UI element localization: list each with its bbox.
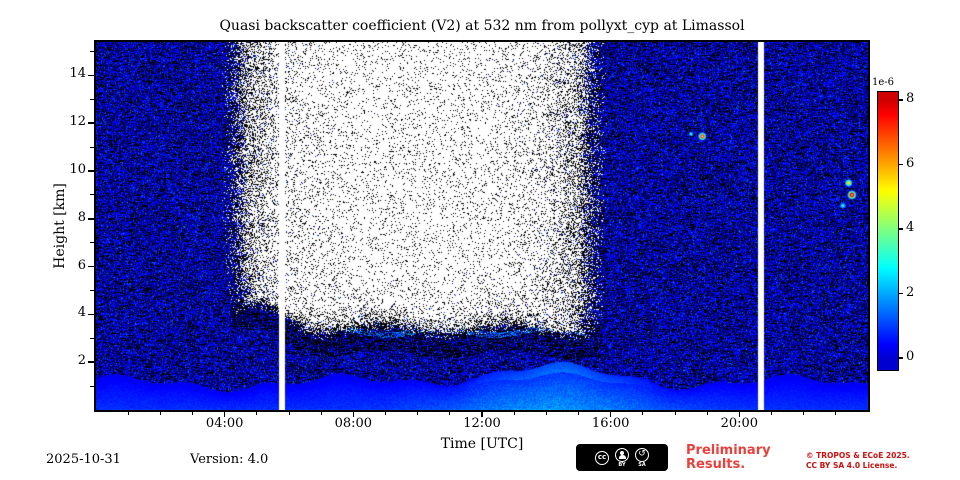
x-minor-tick-mark <box>449 412 451 415</box>
x-tick-label: 20:00 <box>720 416 759 431</box>
colorbar-tick-mark <box>899 228 903 230</box>
colorbar-tick-mark <box>899 99 903 101</box>
colorbar-tick-mark <box>899 357 903 359</box>
colorbar-tick-label: 4 <box>906 220 915 235</box>
heatmap-canvas <box>96 42 868 410</box>
x-tick-label: 08:00 <box>334 416 373 431</box>
y-minor-tick-mark <box>90 385 94 387</box>
copyright-note: © TROPOS & ECoE 2025. CC BY SA 4.0 Licen… <box>806 451 910 471</box>
x-axis-label: Time [UTC] <box>440 436 524 452</box>
colorbar-exponent-label: 1e-6 <box>872 77 895 88</box>
x-tick-mark <box>223 412 226 417</box>
x-minor-tick-mark <box>545 412 547 415</box>
x-minor-tick-mark <box>320 412 322 415</box>
y-minor-tick-mark <box>90 194 94 196</box>
copyright-line: © TROPOS & ECoE 2025. <box>806 451 910 460</box>
colorbar-tick-label: 6 <box>906 155 915 171</box>
cc-icon: cc <box>595 450 609 465</box>
x-minor-tick-mark <box>385 412 386 415</box>
chart-title: Quasi backscatter coefficient (V2) at 53… <box>219 18 745 34</box>
x-minor-tick-mark <box>513 412 515 415</box>
x-tick-label: 04:00 <box>205 416 244 431</box>
x-tick-label: 12:00 <box>463 416 501 431</box>
y-minor-tick-mark <box>90 242 94 244</box>
x-minor-tick-mark <box>256 412 258 415</box>
x-minor-tick-mark <box>578 412 579 415</box>
x-minor-tick-mark <box>192 412 193 415</box>
version-label: Version: 4.0 <box>190 452 269 467</box>
y-tick-mark <box>88 218 94 220</box>
y-minor-tick-mark <box>90 146 94 148</box>
x-tick-mark <box>352 412 355 417</box>
y-tick-mark <box>88 265 94 268</box>
x-minor-tick-mark <box>674 412 676 415</box>
cc-sa-label: SA <box>638 461 646 468</box>
x-minor-tick-mark <box>417 412 419 415</box>
x-tick-mark <box>609 412 612 417</box>
y-tick-mark <box>88 122 94 124</box>
x-minor-tick-mark <box>127 412 129 415</box>
x-tick-mark <box>738 412 741 417</box>
x-minor-tick-mark <box>803 412 805 415</box>
colorbar-canvas <box>878 92 898 370</box>
y-minor-tick-mark <box>90 290 94 292</box>
colorbar-tick-label: 0 <box>906 349 915 364</box>
y-tick-label: 10 <box>69 162 86 178</box>
y-minor-tick-mark <box>90 98 94 100</box>
cc-license-badge[interactable]: cc BY ↺ SA <box>576 444 668 471</box>
y-axis-label: Height [km] <box>52 183 68 269</box>
cc-sa-icon: ↺ SA <box>635 447 649 468</box>
x-tick-mark <box>481 412 483 417</box>
x-minor-tick-mark <box>771 412 772 415</box>
x-minor-tick-mark <box>159 412 161 415</box>
x-tick-label: 16:00 <box>591 416 630 431</box>
y-minor-tick-mark <box>90 337 94 339</box>
x-minor-tick-mark <box>835 412 837 415</box>
cc-by-icon: BY <box>615 447 629 468</box>
colorbar-tick-mark <box>899 163 903 166</box>
y-tick-label: 6 <box>77 257 86 273</box>
y-tick-label: 2 <box>77 353 86 369</box>
date-label: 2025-10-31 <box>46 452 121 467</box>
x-minor-tick-mark <box>642 412 644 415</box>
x-minor-tick-mark <box>706 412 708 415</box>
y-tick-mark <box>88 74 94 77</box>
y-tick-label: 4 <box>77 305 86 321</box>
y-tick-mark <box>88 313 94 316</box>
x-minor-tick-mark <box>288 412 290 415</box>
y-tick-label: 8 <box>77 209 86 225</box>
y-minor-tick-mark <box>90 51 94 53</box>
colorbar-tick-mark <box>899 292 903 295</box>
y-tick-mark <box>88 361 94 363</box>
preliminary-note: Preliminary Results. <box>686 443 771 473</box>
license-line: CC BY SA 4.0 License. <box>806 460 898 470</box>
y-tick-label: 14 <box>69 66 86 82</box>
colorbar-tick-label: 8 <box>906 91 915 106</box>
cc-by-label: BY <box>618 461 626 468</box>
colorbar-tick-label: 2 <box>906 284 915 300</box>
y-tick-label: 12 <box>69 114 86 130</box>
y-tick-mark <box>88 170 94 172</box>
